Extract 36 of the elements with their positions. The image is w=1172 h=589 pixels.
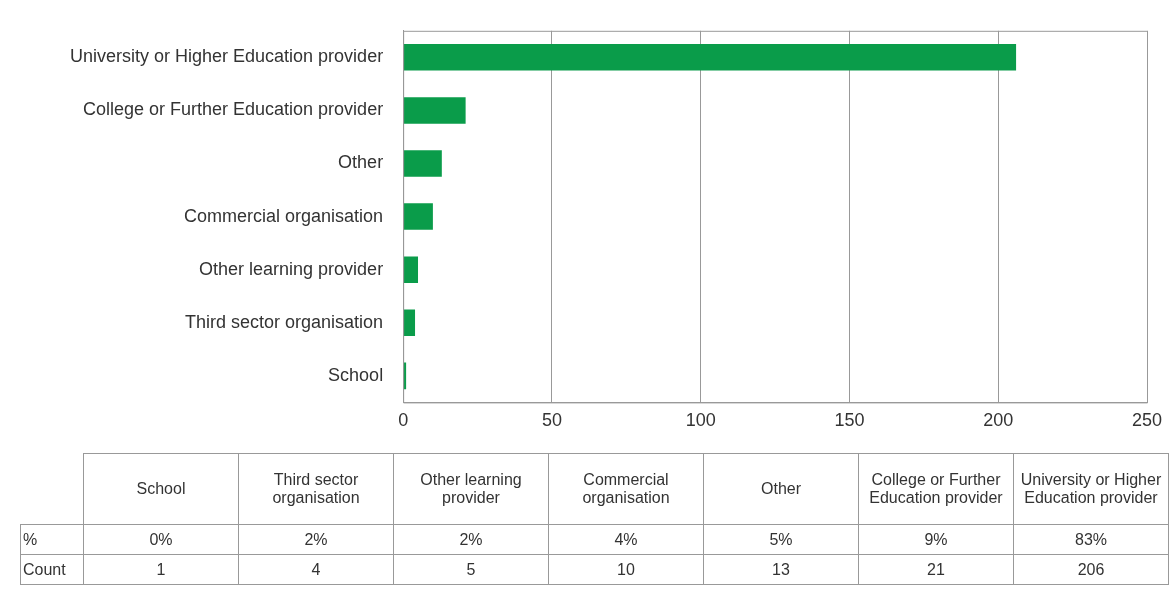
y-tick-label: University or Higher Education provider — [70, 46, 384, 67]
text: 9% — [858, 524, 1014, 555]
y-tick-label: Other — [338, 152, 384, 173]
text: 2% — [393, 524, 549, 555]
category-label: University or Higher Education provider — [1020, 471, 1162, 506]
x-tick-label: 200 — [983, 410, 1014, 431]
text: 10 — [548, 554, 704, 585]
text: 0% — [83, 524, 239, 555]
x-tick-label: 150 — [834, 410, 865, 431]
category-label: Other learning provider — [420, 471, 522, 506]
text: 5 — [393, 554, 549, 585]
text: 4 — [238, 554, 394, 585]
text: 206 — [1013, 554, 1169, 585]
y-tick-label: Third sector organisation — [185, 311, 384, 332]
text: 5% — [703, 524, 859, 555]
y-tick-label: School — [328, 364, 384, 385]
x-tick-label: 50 — [541, 410, 562, 431]
text: 2% — [238, 524, 394, 555]
text: Count — [20, 554, 84, 585]
text: 4% — [548, 524, 704, 555]
category-label: Commercial organisation — [582, 471, 670, 506]
text: 21 — [858, 554, 1014, 585]
y-tick-label: College or Further Education provider — [82, 99, 384, 120]
category-label: Other — [760, 480, 801, 497]
category-label: Third sector organisation — [272, 471, 360, 506]
x-tick-label: 250 — [1131, 410, 1163, 431]
category-label: College or Further Education provider — [869, 471, 1003, 506]
text: % — [20, 524, 84, 555]
x-tick-label: 0 — [398, 410, 409, 431]
y-tick-label: Commercial organisation — [184, 205, 384, 226]
category-label: School — [136, 480, 186, 497]
x-tick-label: 100 — [685, 410, 716, 431]
text: 83% — [1013, 524, 1169, 555]
y-tick-label: Other learning provider — [199, 258, 384, 279]
text: 13 — [703, 554, 859, 585]
text: 1 — [83, 554, 239, 585]
